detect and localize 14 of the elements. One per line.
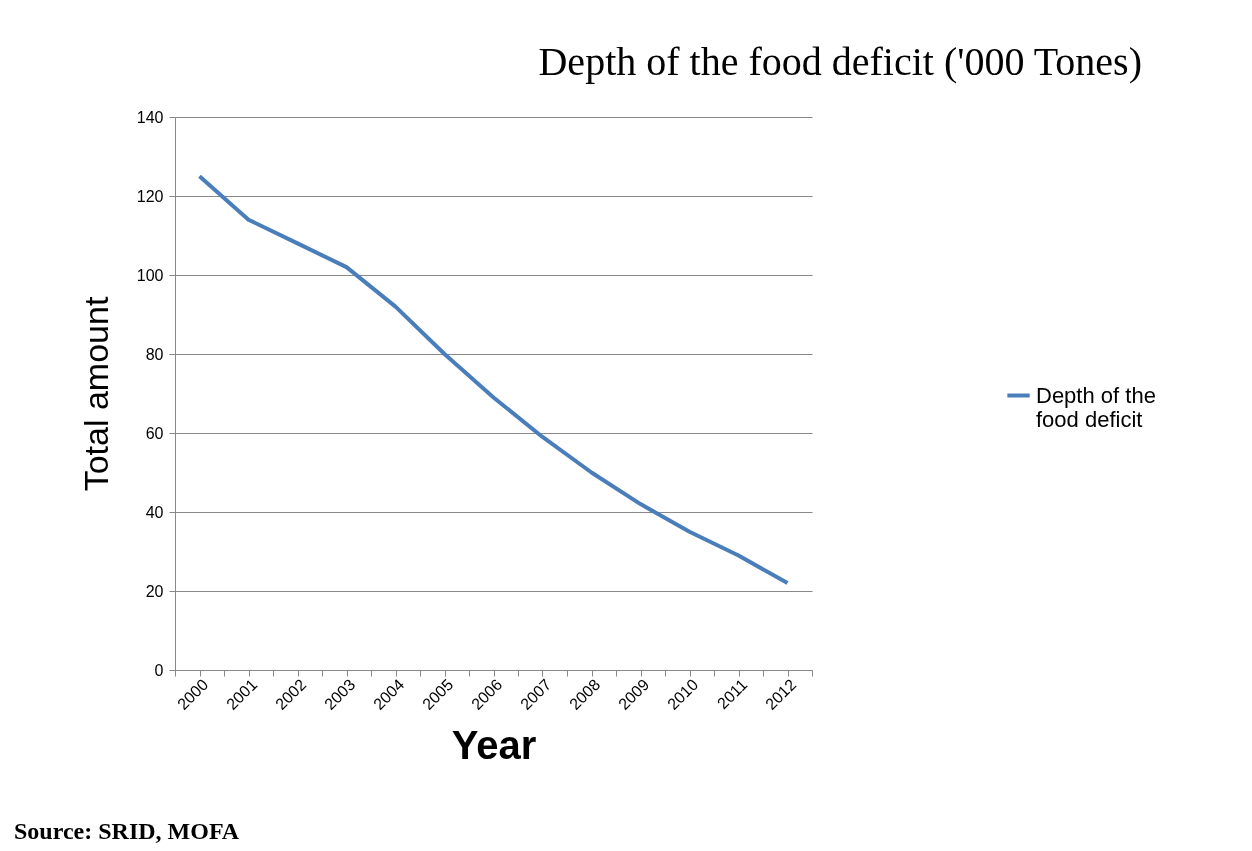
y-tick-label: 60: [145, 424, 164, 442]
y-tick-label: 140: [136, 108, 164, 126]
y-tick-label: 20: [145, 582, 164, 600]
y-tick-label: 120: [136, 187, 164, 205]
line-series: [197, 174, 790, 586]
y-tick-label: 40: [145, 503, 164, 521]
source-note: Source: SRID, MOFA: [14, 818, 240, 845]
chart-title: Depth of the food deficit ('000 Tones): [538, 39, 1142, 84]
y-tick-label: 0: [154, 661, 164, 679]
y-tick-label: 100: [136, 266, 164, 284]
y-tick-label: 80: [145, 345, 164, 363]
legend-label: Depth of the food deficit: [1036, 382, 1156, 432]
x-axis-title: Year: [451, 722, 537, 767]
y-axis-title: Total amount: [76, 296, 115, 492]
